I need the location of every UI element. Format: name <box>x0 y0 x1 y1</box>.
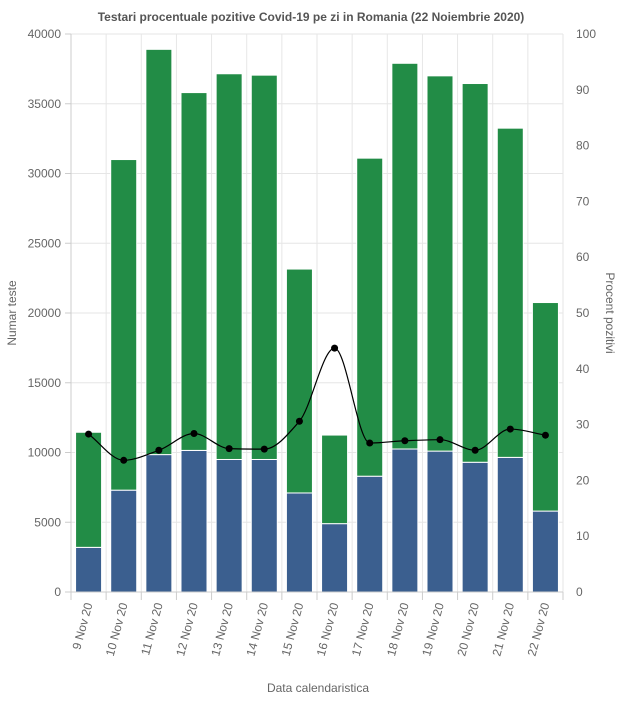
bar-segment-lower <box>285 492 313 593</box>
y-axis-title: Numar teste <box>5 280 19 346</box>
y2-tick-label: 90 <box>576 83 590 97</box>
percent-point <box>225 445 233 453</box>
bar-segment-lower <box>250 458 278 593</box>
y-tick-label: 20000 <box>28 306 62 320</box>
y-tick-label: 0 <box>54 585 61 599</box>
bar-segment-upper <box>110 159 138 491</box>
bar-segment-upper <box>496 127 524 458</box>
y2-axis-title: Procent pozitivi <box>603 272 617 353</box>
bar-segment-lower <box>215 458 243 593</box>
percent-point <box>471 446 479 454</box>
percent-point <box>436 436 444 444</box>
bar-segment-upper <box>75 431 103 548</box>
y2-tick-label: 40 <box>576 362 590 376</box>
bar-segment-upper <box>145 48 173 456</box>
bar-segment-upper <box>321 434 349 525</box>
y2-tick-label: 50 <box>576 306 590 320</box>
bar-segment-lower <box>180 449 208 593</box>
y2-tick-label: 10 <box>576 529 590 543</box>
chart-title: Testari procentuale pozitive Covid-19 pe… <box>98 10 525 24</box>
bar-segment-upper <box>215 73 243 460</box>
bar-segment-lower <box>110 489 138 593</box>
bar-segment-lower <box>145 454 173 593</box>
percent-point <box>190 430 198 438</box>
y2-tick-label: 20 <box>576 473 590 487</box>
y-tick-label: 35000 <box>28 97 62 111</box>
bars <box>75 48 559 593</box>
bar-segment-upper <box>180 92 208 451</box>
bar-segment-lower <box>75 546 103 593</box>
percent-point <box>155 446 163 454</box>
x-axis-title: Data calendaristica <box>267 681 369 695</box>
percent-line-series <box>85 344 549 464</box>
percent-line <box>88 347 546 461</box>
bar-segment-lower <box>321 523 349 593</box>
bar-segment-lower <box>391 448 419 593</box>
percent-point <box>401 437 409 445</box>
y-tick-label: 30000 <box>28 167 62 181</box>
y-tick-label: 15000 <box>28 376 62 390</box>
bar-segment-upper <box>461 83 489 463</box>
y2-tick-label: 100 <box>576 27 596 41</box>
y-tick-label: 5000 <box>34 515 61 529</box>
y-tick-label: 10000 <box>28 446 62 460</box>
bar-segment-lower <box>426 450 454 593</box>
bar-segment-upper <box>391 62 419 450</box>
y-tick-label: 25000 <box>28 236 62 250</box>
bar-segment-lower <box>531 510 559 593</box>
percent-point <box>295 417 303 425</box>
bar-segment-lower <box>356 475 384 593</box>
percent-point <box>366 439 374 447</box>
y-tick-label: 40000 <box>28 27 62 41</box>
y2-tick-label: 30 <box>576 418 590 432</box>
bar-segment-lower <box>461 461 489 593</box>
y2-tick-label: 80 <box>576 139 590 153</box>
percent-point <box>260 445 268 453</box>
bar-segment-upper <box>356 157 384 477</box>
percent-point <box>85 430 93 438</box>
bar-segment-upper <box>426 75 454 452</box>
percent-point <box>331 344 339 352</box>
bar-segment-upper <box>250 74 278 460</box>
bar-segment-upper <box>285 268 313 494</box>
percent-point <box>120 456 128 464</box>
bar-segment-upper <box>531 302 559 512</box>
percent-point <box>541 431 549 439</box>
y2-tick-label: 60 <box>576 250 590 264</box>
percent-point <box>506 425 514 433</box>
bar-segment-lower <box>496 456 524 593</box>
y2-tick-label: 0 <box>576 585 583 599</box>
y2-tick-label: 70 <box>576 194 590 208</box>
